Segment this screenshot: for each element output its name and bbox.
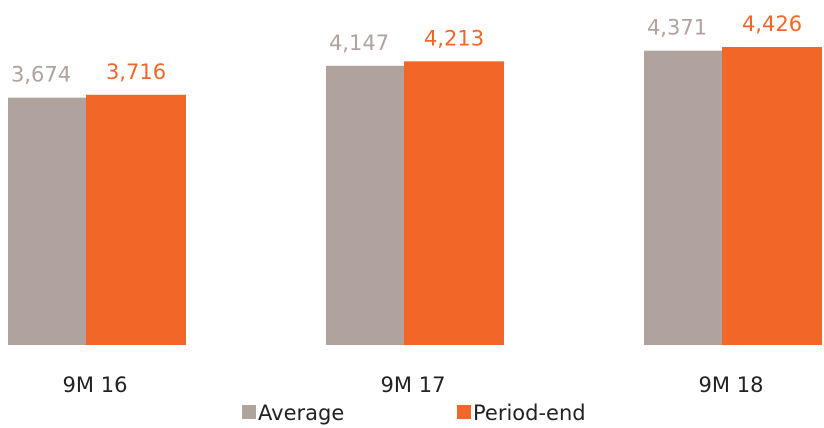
- value-label: 4,371: [647, 16, 707, 40]
- bar: [404, 61, 504, 346]
- value-label: 4,213: [424, 26, 484, 50]
- value-label: 4,147: [329, 31, 389, 55]
- value-label: 3,674: [11, 63, 71, 87]
- x-tick-label: 9M 18: [699, 373, 764, 397]
- legend-swatch: [242, 405, 256, 419]
- bar: [326, 65, 404, 345]
- x-tick-label: 9M 17: [381, 373, 446, 397]
- bar: [644, 50, 722, 345]
- value-label: 3,716: [106, 60, 166, 84]
- bar: [8, 97, 86, 346]
- legend-swatch: [457, 405, 471, 419]
- legend-label: Period-end: [473, 401, 586, 425]
- bar: [722, 47, 822, 345]
- legend-label: Average: [258, 401, 344, 425]
- value-label: 4,426: [742, 12, 802, 36]
- bar: [86, 94, 186, 345]
- x-tick-label: 9M 16: [63, 373, 128, 397]
